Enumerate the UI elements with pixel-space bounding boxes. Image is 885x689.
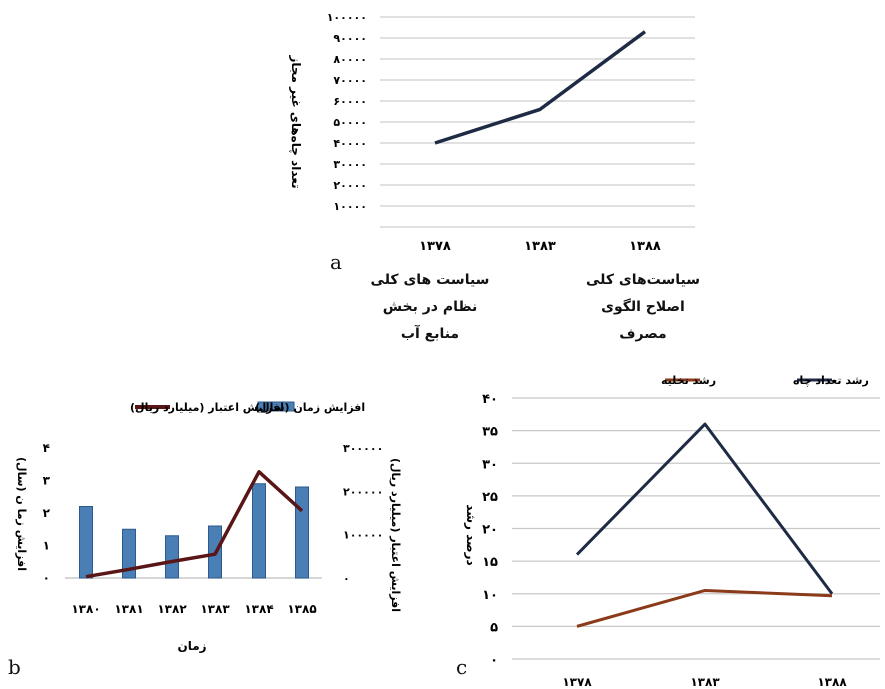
b-bar [295, 486, 309, 579]
c-series-line [575, 422, 834, 595]
c-xtick-label: ۱۳۸۸ [817, 675, 847, 689]
b-credit-line [85, 470, 304, 579]
a-xtick-label: ۱۳۸۳ [524, 239, 556, 254]
annotation-1388-line-2: اصلاح الگوی [601, 298, 685, 315]
b-left-tick-label: ۲ [43, 506, 51, 520]
annotation-1378-line-1: سیاست های کلی [370, 272, 490, 288]
c-ytick-label: ۱۵ [482, 555, 498, 570]
b-legend-swatch-bars [257, 401, 295, 412]
a-ytick-label: ۳۰۰۰۰ [333, 158, 367, 171]
b-bar [165, 535, 179, 579]
b-left-tick-label: ۱ [43, 539, 50, 553]
b-xtick-label: ۱۳۸۱ [114, 602, 143, 616]
b-right-tick-label: ۳۰۰۰۰۰ [343, 442, 383, 455]
b-right-tick-label: ۰ [343, 572, 350, 585]
chart-c: ۰ ۵ ۱۰ ۱۵ ۲۰ ۲۵ ۳۰ ۳۵ ۴۰ درصد رشد ۱۳۷۸ ۱۳۸۳ ۱۳۸۸ رشد … [464, 374, 880, 689]
a-ylabel: تعداد چاه‌های غیر مجاز [289, 54, 303, 188]
b-left-tick-label: ۰ [43, 571, 50, 585]
c-legend-label-discharge: رشد تخلیه [661, 374, 716, 387]
b-xtick-label: ۱۳۸۴ [244, 602, 273, 616]
a-ytick-label: ۵۰۰۰۰ [333, 116, 367, 129]
c-series-line [576, 588, 833, 628]
panel-label-a: a [330, 250, 342, 274]
a-series-line [434, 30, 647, 145]
b-xtick-label: ۱۳۸۵ [287, 602, 316, 616]
panel-label-b: b [8, 655, 21, 679]
c-xtick-label: ۱۳۷۸ [562, 675, 592, 689]
chart-a: ۱۰۰۰۰ ۲۰۰۰۰ ۳۰۰۰۰ ۴۰۰۰۰ ۵۰۰۰۰ ۶۰۰۰۰ ۷۰۰۰۰ ۸۰۰۰۰… [289, 11, 695, 254]
b-left-tick-label: ۴ [43, 441, 50, 455]
a-ytick-label: ۶۰۰۰۰ [333, 95, 367, 108]
b-bar [79, 506, 93, 579]
c-ytick-label: ۰ [490, 653, 498, 668]
annotation-1388: سیاست‌های کلی اصلاح الگوی مصرف [578, 272, 708, 342]
annotation-1388-line-3: مصرف [619, 325, 667, 342]
a-ytick-label: ۱۰۰۰۰ [333, 200, 367, 213]
c-ylabel: درصد رشد [464, 504, 478, 565]
c-ytick-label: ۳۵ [482, 425, 498, 440]
b-xtick-label: ۱۳۸۳ [200, 602, 230, 616]
a-xtick-label: ۱۳۸۸ [629, 239, 661, 254]
a-ytick-label: ۴۰۰۰۰ [333, 137, 367, 150]
a-ytick-label: ۱۰۰۰۰۰ [327, 11, 367, 24]
b-bar [252, 483, 266, 579]
annotation-1378-line-3: منابع آب [400, 325, 460, 342]
c-ytick-label: ۱۰ [482, 588, 498, 603]
c-ytick-label: ۴۰ [482, 392, 498, 407]
b-xtick-label: ۱۳۸۰ [71, 602, 100, 616]
b-legend-label-line: افزایش اعتبار (میلیارد ریال) [130, 401, 284, 414]
c-ytick-label: ۲۰ [482, 523, 498, 538]
b-bar [122, 528, 136, 579]
annotation-1378-line-2: نظام در بخش [382, 298, 478, 315]
c-xtick-label: ۱۳۸۳ [690, 675, 720, 689]
a-ytick-label: ۲۰۰۰۰ [333, 179, 367, 192]
c-ytick-label: ۵ [490, 620, 498, 635]
panel-label-c: c [456, 655, 468, 679]
c-ytick-label: ۳۰ [482, 457, 498, 472]
annotation-1388-line-1: سیاست‌های کلی [585, 272, 701, 288]
chart-b: ۰ ۱ ۲ ۳ ۴ ۰ ۱۰۰۰۰۰ ۲۰۰۰۰۰ ۳۰۰۰۰۰ افزایش زما ن (سا… [15, 401, 402, 653]
b-right-tick-label: ۲۰۰۰۰۰ [343, 485, 383, 498]
annotation-1378: سیاست های کلی نظام در بخش منابع آب [365, 272, 495, 342]
c-ytick-label: ۲۵ [482, 490, 498, 505]
b-right-axis-label: افزایش اعتبار (میلیارد ریال) [389, 458, 402, 612]
b-right-tick-label: ۱۰۰۰۰۰ [343, 529, 383, 542]
c-legend-label-wells: رشد تعداد چاه [793, 374, 869, 387]
b-left-axis-label: افزایش زما ن (سال) [15, 457, 28, 571]
a-ytick-label: ۹۰۰۰۰ [333, 32, 367, 45]
a-xtick-label: ۱۳۷۸ [419, 239, 451, 254]
a-ytick-label: ۸۰۰۰۰ [333, 53, 367, 66]
b-left-tick-label: ۳ [43, 474, 51, 488]
a-ytick-label: ۷۰۰۰۰ [333, 74, 367, 87]
b-xlabel: زمان [177, 639, 206, 653]
b-legend-label-bars: افزایش زمان (سال) [255, 401, 365, 414]
b-xtick-label: ۱۳۸۲ [157, 602, 187, 616]
